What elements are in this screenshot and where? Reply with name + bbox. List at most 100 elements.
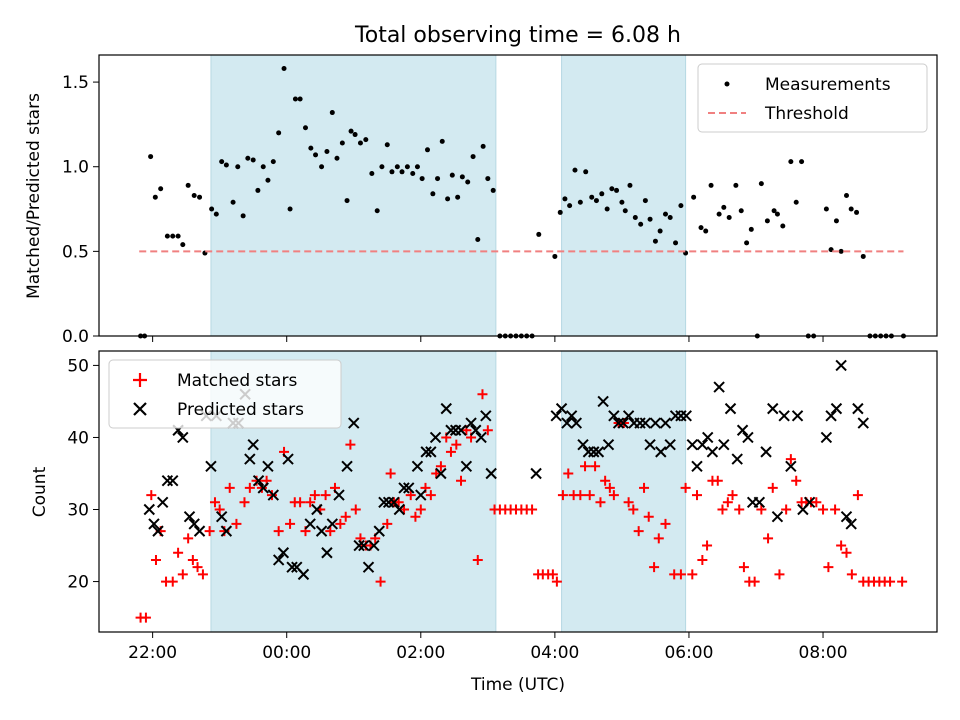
bottom-panel-frame <box>98 350 938 633</box>
predicted-star-point <box>530 467 542 480</box>
top-panel-legend: Measurements Threshold <box>697 63 928 133</box>
y-tick-label: 0.5 <box>62 242 89 262</box>
matched-star-point <box>477 389 488 400</box>
matched-star-point <box>325 526 336 537</box>
predicted-star-point <box>304 518 316 530</box>
matched-star-point <box>173 547 184 558</box>
measurement-point <box>780 223 786 229</box>
measurement-point <box>667 215 673 221</box>
y-tick-label: 1.0 <box>62 158 89 178</box>
measurement-point <box>733 182 739 188</box>
matched-star-point <box>653 533 664 544</box>
measurement-point <box>838 248 844 254</box>
matched-star-point <box>823 562 834 573</box>
matched-star-point <box>687 569 698 580</box>
measurement-point <box>389 169 395 175</box>
shaded-interval-2 <box>561 54 687 337</box>
matched-star-point <box>187 554 198 565</box>
matched-star-point <box>295 497 306 508</box>
matched-star-point <box>885 576 896 587</box>
measurement-point <box>583 169 589 175</box>
matched-star-point <box>897 576 908 587</box>
predicted-star-point <box>252 474 265 487</box>
matched-star-point <box>456 475 467 486</box>
bottom-panel-shaded-intervals <box>210 350 687 633</box>
matched-star-point <box>375 576 386 587</box>
predicted-star-point <box>771 511 784 523</box>
predicted-star-point <box>333 489 345 501</box>
predicted-star-point <box>840 511 853 523</box>
matched-star-point <box>167 576 178 587</box>
predicted-star-point <box>835 359 847 372</box>
matched-star-point <box>623 497 634 508</box>
matched-star-point <box>600 475 611 486</box>
measurement-point <box>854 209 860 215</box>
measurement-point <box>197 194 203 200</box>
measurement-point <box>394 164 400 170</box>
predicted-star-point <box>415 489 427 501</box>
predicted-star-point <box>378 496 390 509</box>
matched-star-point <box>697 554 708 565</box>
matched-star-point <box>734 504 745 515</box>
matched-star-point <box>595 497 606 508</box>
measurement-point <box>230 199 236 205</box>
top-panel-shaded-intervals <box>210 54 687 337</box>
predicted-star-point <box>348 417 360 429</box>
predicted-star-point <box>696 438 709 451</box>
matched-star-point <box>231 518 242 529</box>
predicted-star-point <box>341 460 353 472</box>
measurement-point <box>860 253 866 259</box>
measurement-point <box>191 193 197 198</box>
matched-star-point <box>841 547 852 558</box>
predicted-star-point <box>702 431 714 444</box>
predicted-star-point <box>353 539 365 552</box>
y-tick-label: 20 <box>67 573 89 593</box>
matched-star-point <box>643 511 654 522</box>
matched-star-point <box>633 526 644 537</box>
predicted-star-point <box>644 438 656 451</box>
measurement-point <box>185 182 191 188</box>
measurement-point <box>726 215 732 221</box>
matched-star-point <box>482 425 493 436</box>
measurement-point <box>445 196 451 202</box>
predicted-star-point <box>321 547 333 559</box>
predicted-star-point <box>393 503 406 516</box>
measurement-point <box>652 238 658 244</box>
measurement-point <box>465 179 471 185</box>
matched-star-point <box>660 518 671 529</box>
predicted-star-point <box>460 460 473 472</box>
predicted-star-point <box>188 518 200 530</box>
measurement-point <box>164 233 170 239</box>
matched-star-point <box>756 504 767 515</box>
matched-star-point <box>712 475 723 486</box>
predicted-star-point <box>326 518 339 530</box>
measurement-point <box>459 174 465 180</box>
measurement-point <box>250 157 256 163</box>
predicted-star-point <box>143 503 155 516</box>
measurement-point <box>642 198 648 204</box>
shaded-interval-2 <box>561 350 687 633</box>
matched-star-point <box>584 490 595 501</box>
matched-star-point <box>738 562 749 573</box>
matched-star-point <box>305 497 316 508</box>
predicted-star-point <box>830 402 843 415</box>
predicted-star-point <box>177 431 189 444</box>
y-tick-label: 50 <box>67 356 89 376</box>
predicted-star-point <box>272 554 285 566</box>
matched-star-point <box>345 439 356 450</box>
measurement-point <box>744 240 750 246</box>
matched-star-point <box>727 490 738 501</box>
measurement-point <box>223 162 229 168</box>
predicted-star-point <box>373 525 385 537</box>
measurement-point <box>319 164 325 170</box>
matched-star-point <box>214 504 225 515</box>
measurement-point <box>292 96 298 102</box>
x-tick-label: 22:00 <box>128 643 177 663</box>
matched-star-point <box>818 504 829 515</box>
legend-predicted-marker <box>133 402 147 416</box>
measurement-point <box>557 209 563 215</box>
predicted-star-point <box>440 402 452 415</box>
measurement-point <box>399 169 405 175</box>
top-panel-y-axis: 0.0 0.5 1.0 1.5 <box>62 73 99 347</box>
matched-star-point <box>702 540 713 551</box>
